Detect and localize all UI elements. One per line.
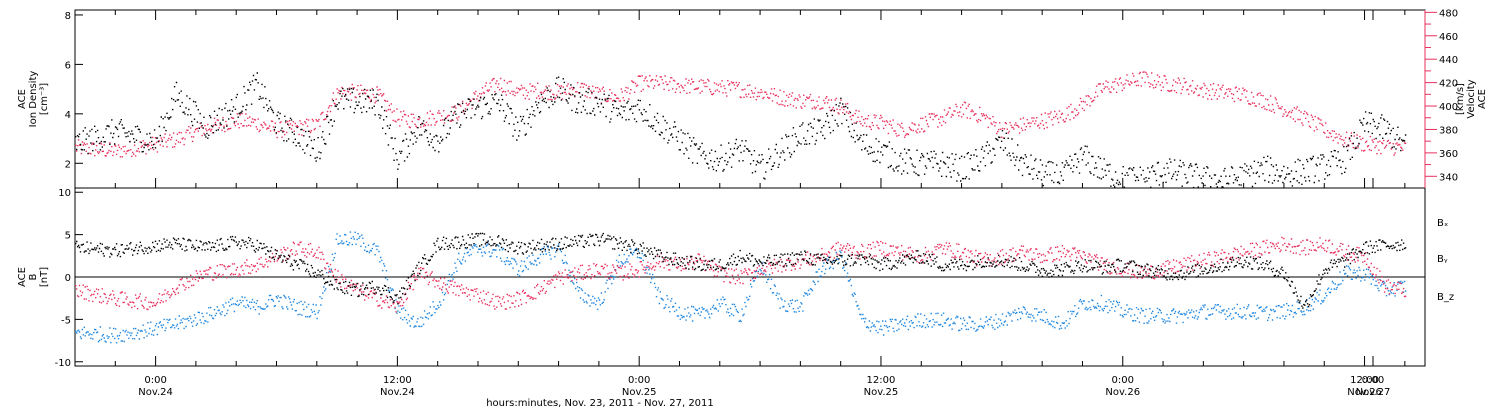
b-axis-title: ACE [17,267,28,287]
bx-series [75,232,1407,309]
b-axis-title: [nT] [39,267,50,287]
density-series [75,72,1407,189]
x-tick-date: Nov.25 [864,387,899,398]
b-tick-label: 0 [65,273,71,284]
density-tick-label: 6 [65,60,71,71]
velocity-tick-label: 380 [1439,125,1458,136]
bx-series-points [75,232,1407,309]
legend-entry: Bᵧ [1437,254,1448,265]
by-series-points [75,231,1407,344]
density-tick-label: 2 [65,159,71,170]
density-axis-title: Ion Density [28,71,39,128]
by-series [75,231,1407,344]
b-tick-label: -10 [55,358,71,369]
x-tick-time: 0:00 [1362,375,1384,386]
x-tick-date: Nov.24 [138,387,173,398]
velocity-axis-title: ACE [1477,89,1488,109]
density-tick-label: 4 [65,110,71,121]
velocity-axis-title: [km/s] [1455,83,1466,115]
velocity-tick-label: 340 [1439,172,1458,183]
x-tick-date: Nov.25 [622,387,657,398]
legend-entry: Bₓ [1437,218,1448,229]
x-axis-title: hours:minutes, Nov. 23, 2011 - Nov. 27, … [486,398,714,409]
x-tick-time: 0:00 [144,375,166,386]
x-tick-time: 12:00 [867,375,896,386]
b-tick-label: -5 [61,315,71,326]
x-tick-date: Nov.24 [380,387,415,398]
b-tick-label: 5 [65,231,71,242]
x-tick-time: 0:00 [628,375,650,386]
x-tick-time: 12:00 [383,375,412,386]
x-tick-date: Nov.26 [1347,387,1382,398]
bz-series [75,236,1407,313]
velocity-series-points [75,71,1407,158]
top-panel-frame [74,9,1426,189]
velocity-tick-label: 360 [1439,149,1458,160]
velocity-tick-label: 400 [1439,102,1458,113]
density-series-points [75,72,1407,189]
x-tick-time: 0:00 [1112,375,1134,386]
velocity-tick-label: 440 [1439,55,1458,66]
velocity-series [75,71,1407,158]
velocity-tick-label: 420 [1439,79,1458,90]
x-tick-date: Nov.27 [1356,387,1391,398]
x-tick-date: Nov.26 [1105,387,1140,398]
legend-entry: B_z [1437,292,1454,303]
velocity-axis-title: Velocity [1466,79,1477,118]
velocity-tick-label: 480 [1439,8,1458,19]
b-axis-title: B [28,273,39,280]
b-tick-label: 10 [58,188,71,199]
density-axis-title: [cm⁻³] [39,83,50,115]
density-tick-label: 8 [65,11,71,22]
x-tick-time: 12:00 [1350,375,1379,386]
density-axis-title: ACE [17,89,28,109]
bz-series-points [75,236,1407,313]
velocity-tick-label: 460 [1439,32,1458,43]
